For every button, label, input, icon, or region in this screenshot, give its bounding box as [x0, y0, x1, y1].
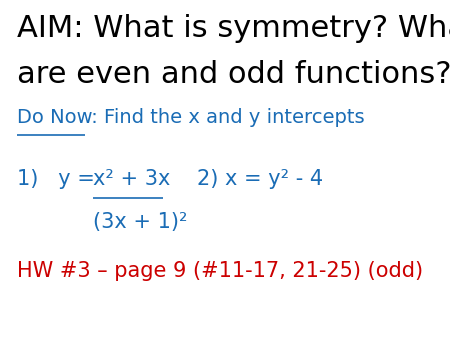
- Text: Do Now: Do Now: [17, 108, 92, 127]
- Text: are even and odd functions?: are even and odd functions?: [17, 60, 450, 89]
- Text: x² + 3x: x² + 3x: [93, 169, 171, 189]
- Text: AIM: What is symmetry? What: AIM: What is symmetry? What: [17, 14, 450, 43]
- Text: HW #3 – page 9 (#11-17, 21-25) (odd): HW #3 – page 9 (#11-17, 21-25) (odd): [17, 261, 423, 281]
- Text: 1)   y =: 1) y =: [17, 169, 101, 189]
- Text: (3x + 1)²: (3x + 1)²: [93, 212, 188, 232]
- Text: : Find the x and y intercepts: : Find the x and y intercepts: [85, 108, 365, 127]
- Text: 2) x = y² - 4: 2) x = y² - 4: [197, 169, 323, 189]
